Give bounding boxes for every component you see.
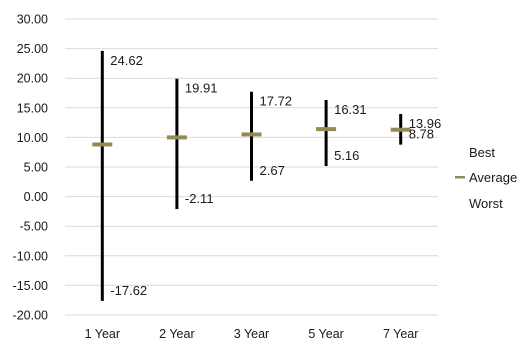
average-marker [390, 127, 411, 132]
y-tick-label: 30.00 [17, 13, 48, 27]
average-marker [166, 135, 187, 140]
worst-data-label: 2.67 [260, 163, 285, 178]
x-tick-label: 3 Year [234, 327, 269, 340]
y-tick-label: -5.00 [20, 220, 49, 234]
y-tick-label: 25.00 [17, 42, 48, 56]
y-tick-label: -15.00 [13, 279, 48, 293]
x-tick-label: 7 Year [383, 327, 418, 340]
x-tick-label: 5 Year [308, 327, 343, 340]
best-data-label: 24.62 [110, 53, 143, 68]
best-data-label: 19.91 [185, 81, 218, 96]
y-tick-label: 20.00 [17, 72, 48, 86]
legend-label-worst: Worst [469, 196, 503, 211]
y-tick-label: 0.00 [24, 190, 48, 204]
y-tick-label: 5.00 [24, 161, 48, 175]
average-marker [241, 132, 262, 137]
best-data-label: 13.96 [409, 116, 442, 131]
worst-data-label: 8.78 [409, 127, 434, 142]
average-marker [92, 142, 113, 147]
average-marker [316, 127, 337, 132]
y-tick-label: -10.00 [13, 249, 48, 263]
legend-label-best: Best [469, 145, 495, 160]
worst-data-label: 5.16 [334, 148, 359, 163]
best-data-label: 17.72 [260, 94, 293, 109]
x-tick-label: 2 Year [159, 327, 194, 340]
y-tick-label: 15.00 [17, 101, 48, 115]
x-axis-ticks: 1 Year 2 Year 3 Year 5 Year 7 Year [85, 327, 419, 340]
worst-data-label: -2.11 [185, 191, 214, 206]
legend-label-average: Average [469, 170, 517, 185]
data-labels: 24.62 -17.62 19.91 -2.11 17.72 2.67 16.31 5.16 1… [110, 53, 441, 298]
x-tick-label: 1 Year [85, 327, 120, 340]
legend-swatch-average [455, 176, 465, 179]
legend: Best Average Worst [455, 145, 517, 211]
y-tick-label: -20.00 [13, 309, 48, 323]
worst-data-label: -17.62 [110, 283, 147, 298]
y-tick-label: 10.00 [17, 131, 48, 145]
best-data-label: 16.31 [334, 102, 367, 117]
y-axis-ticks: 30.00 25.00 20.00 15.00 10.00 5.00 0.00 -5.00 -1… [13, 13, 49, 323]
hi-lo-marks [92, 50, 411, 301]
